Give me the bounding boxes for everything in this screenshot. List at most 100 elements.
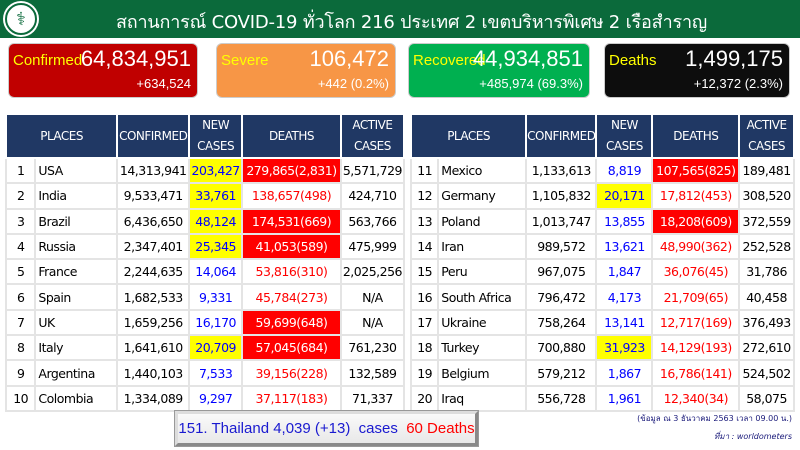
- new-cases: 1,961: [595, 384, 654, 412]
- active-cases: 372,559: [738, 207, 795, 235]
- deaths: 41,053(589): [241, 232, 342, 261]
- deaths: 37,117(183): [241, 384, 342, 412]
- new-cases: 1,867: [595, 359, 654, 387]
- countries-table-right: PLACES CONFIRMED NEW CASES DEATHS ACTIVE CAS…: [409, 113, 795, 412]
- active-cases: 40,458: [738, 283, 795, 311]
- summary-card-deaths: Deaths 1,499,175 +12,372 (2.3%): [604, 43, 790, 98]
- table-header: PLACES CONFIRMED NEW CASES DEATHS ACTIVE CAS…: [409, 113, 795, 159]
- summary-card-recovered: Recovered 44,934,851 +485,974 (69.3%): [408, 43, 590, 98]
- new-cases: 9,297: [188, 384, 244, 412]
- card-label: Confirmed: [13, 52, 83, 69]
- active-cases: 376,493: [738, 308, 795, 337]
- confirmed: 1,440,103: [116, 359, 191, 387]
- deaths: 174,531(669): [241, 207, 342, 235]
- new-cases: 16,170: [188, 308, 244, 337]
- confirmed: 9,533,471: [116, 182, 191, 210]
- card-label: Recovered: [413, 52, 486, 69]
- active-cases: 563,766: [339, 207, 406, 235]
- table-row: 15 Peru 967,075 1,847 36,076(45) 31,786: [409, 258, 795, 286]
- card-value: 106,472: [309, 46, 389, 71]
- new-cases: 14,064: [188, 258, 244, 286]
- header-deaths: DEATHS: [651, 113, 741, 159]
- deaths: 138,657(498): [241, 182, 342, 210]
- active-cases: N/A: [339, 283, 406, 311]
- active-cases: 308,520: [738, 182, 795, 210]
- deaths: 48,990(362): [651, 232, 741, 261]
- header-deaths: DEATHS: [241, 113, 342, 159]
- thailand-deaths: 60 Deaths: [406, 420, 475, 437]
- place: Iran: [437, 232, 528, 261]
- rank: 5: [4, 258, 37, 286]
- deaths: 16,786(141): [651, 359, 741, 387]
- place: France: [34, 258, 119, 286]
- active-cases: 5,571,729: [339, 156, 406, 185]
- table-row: 3 Brazil 6,436,650 48,124 174,531(669) 5…: [4, 207, 406, 235]
- place: Germany: [437, 182, 528, 210]
- confirmed: 1,013,747: [525, 207, 598, 235]
- card-change: +485,974 (69.3%): [479, 76, 583, 91]
- card-value: 64,834,951: [80, 46, 191, 71]
- place: Argentina: [34, 359, 119, 387]
- confirmed: 14,313,941: [116, 156, 191, 185]
- new-cases: 33,761: [188, 182, 244, 210]
- table-row: 13 Poland 1,013,747 13,855 18,208(609) 3…: [409, 207, 795, 235]
- deaths: 57,045(684): [241, 334, 342, 362]
- confirmed: 1,105,832: [525, 182, 598, 210]
- table-row: 6 Spain 1,682,533 9,331 45,784(273) N/A: [4, 283, 406, 311]
- rank: 14: [409, 232, 440, 261]
- table-row: 7 UK 1,659,256 16,170 59,699(648) N/A: [4, 308, 406, 337]
- place: Russia: [34, 232, 119, 261]
- place: Mexico: [437, 156, 528, 185]
- new-cases: 31,923: [595, 334, 654, 362]
- deaths: 14,129(193): [651, 334, 741, 362]
- card-value: 1,499,175: [685, 46, 783, 71]
- header-new-cases: NEW CASES: [188, 113, 244, 159]
- rank: 12: [409, 182, 440, 210]
- new-cases: 4,173: [595, 283, 654, 311]
- rank: 13: [409, 207, 440, 235]
- header-places: PLACES: [4, 113, 119, 159]
- confirmed: 579,212: [525, 359, 598, 387]
- date-note: (ข้อมูล ณ 3 ธันวาคม 2563 เวลา 09.00 น.): [637, 414, 792, 423]
- deaths: 36,076(45): [651, 258, 741, 286]
- active-cases: 761,230: [339, 334, 406, 362]
- new-cases: 25,345: [188, 232, 244, 261]
- header-places: PLACES: [409, 113, 528, 159]
- confirmed: 6,436,650: [116, 207, 191, 235]
- deaths: 53,816(310): [241, 258, 342, 286]
- deaths: 107,565(825): [651, 156, 741, 185]
- source-note: ที่มา : worldometers: [714, 432, 792, 441]
- card-label: Deaths: [609, 52, 657, 69]
- active-cases: 58,075: [738, 384, 795, 412]
- new-cases: 9,331: [188, 283, 244, 311]
- summary-card-confirmed: Confirmed 64,834,951 +634,524: [8, 43, 198, 98]
- countries-table-left: PLACES CONFIRMED NEW CASES DEATHS ACTIVE CAS…: [4, 113, 406, 412]
- header-confirmed: CONFIRMED: [116, 113, 191, 159]
- rank: 4: [4, 232, 37, 261]
- confirmed: 1,682,533: [116, 283, 191, 311]
- confirmed: 1,133,613: [525, 156, 598, 185]
- new-cases: 7,533: [188, 359, 244, 387]
- rank: 16: [409, 283, 440, 311]
- active-cases: 2,025,256: [339, 258, 406, 286]
- deaths: 12,340(34): [651, 384, 741, 412]
- place: Brazil: [34, 207, 119, 235]
- new-cases: 20,171: [595, 182, 654, 210]
- deaths: 21,709(65): [651, 283, 741, 311]
- table-row: 5 France 2,244,635 14,064 53,816(310) 2,…: [4, 258, 406, 286]
- ministry-logo-icon: ⚕: [5, 3, 37, 35]
- header-active-cases: ACTIVE CASES: [738, 113, 795, 159]
- place: Ukraine: [437, 308, 528, 337]
- place: Turkey: [437, 334, 528, 362]
- confirmed: 1,641,610: [116, 334, 191, 362]
- rank: 18: [409, 334, 440, 362]
- rank: 15: [409, 258, 440, 286]
- confirmed: 700,880: [525, 334, 598, 362]
- deaths: 39,156(228): [241, 359, 342, 387]
- header-confirmed: CONFIRMED: [525, 113, 598, 159]
- table-row: 16 South Africa 796,472 4,173 21,709(65)…: [409, 283, 795, 311]
- rank: 6: [4, 283, 37, 311]
- new-cases: 13,855: [595, 207, 654, 235]
- confirmed: 758,264: [525, 308, 598, 337]
- table-row: 1 USA 14,313,941 203,427 279,865(2,831) …: [4, 156, 406, 185]
